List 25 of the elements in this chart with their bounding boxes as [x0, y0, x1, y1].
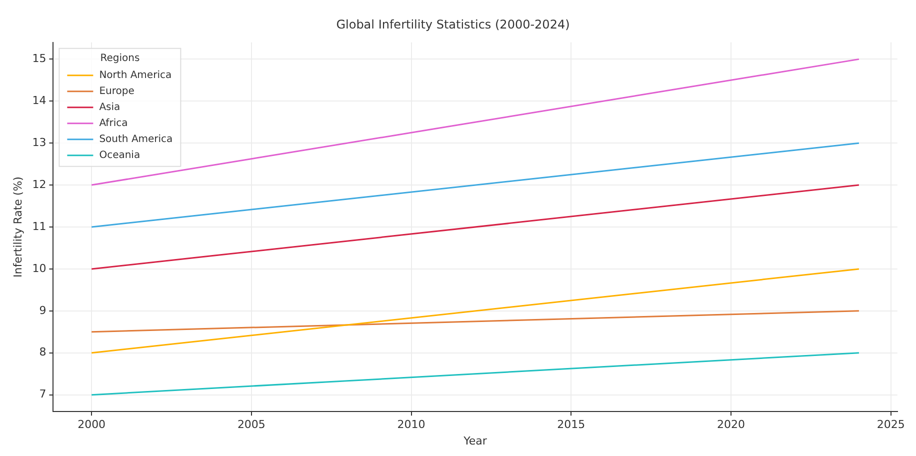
x-tick-label: 2010 [397, 418, 426, 432]
legend-label: North America [99, 70, 172, 81]
x-tick-label: 2005 [237, 418, 266, 432]
chart-title: Global Infertility Statistics (2000-2024) [336, 17, 570, 32]
y-tick-label: 15 [32, 52, 46, 66]
x-tick-label: 2015 [557, 418, 586, 432]
y-tick-label: 8 [39, 346, 46, 359]
y-tick-label: 10 [32, 262, 46, 275]
y-tick-label: 9 [39, 304, 46, 317]
legend-label: Europe [99, 86, 134, 97]
y-tick-label: 7 [39, 388, 46, 401]
x-axis-title: Year [462, 434, 488, 448]
legend-label: Asia [99, 102, 120, 113]
y-tick-label: 14 [32, 94, 46, 107]
legend-label: Oceania [99, 150, 140, 161]
y-tick-label: 13 [32, 136, 46, 149]
x-tick-label: 2025 [876, 418, 905, 432]
y-axis-title: Infertility Rate (%) [11, 176, 24, 278]
legend-label: South America [99, 134, 173, 145]
legend-label: Africa [99, 118, 128, 129]
y-tick-label: 11 [32, 220, 46, 233]
x-tick-label: 2020 [717, 418, 746, 432]
legend-title: Regions [100, 52, 140, 64]
x-tick-label: 2000 [78, 418, 106, 432]
y-tick-label: 12 [32, 178, 46, 191]
